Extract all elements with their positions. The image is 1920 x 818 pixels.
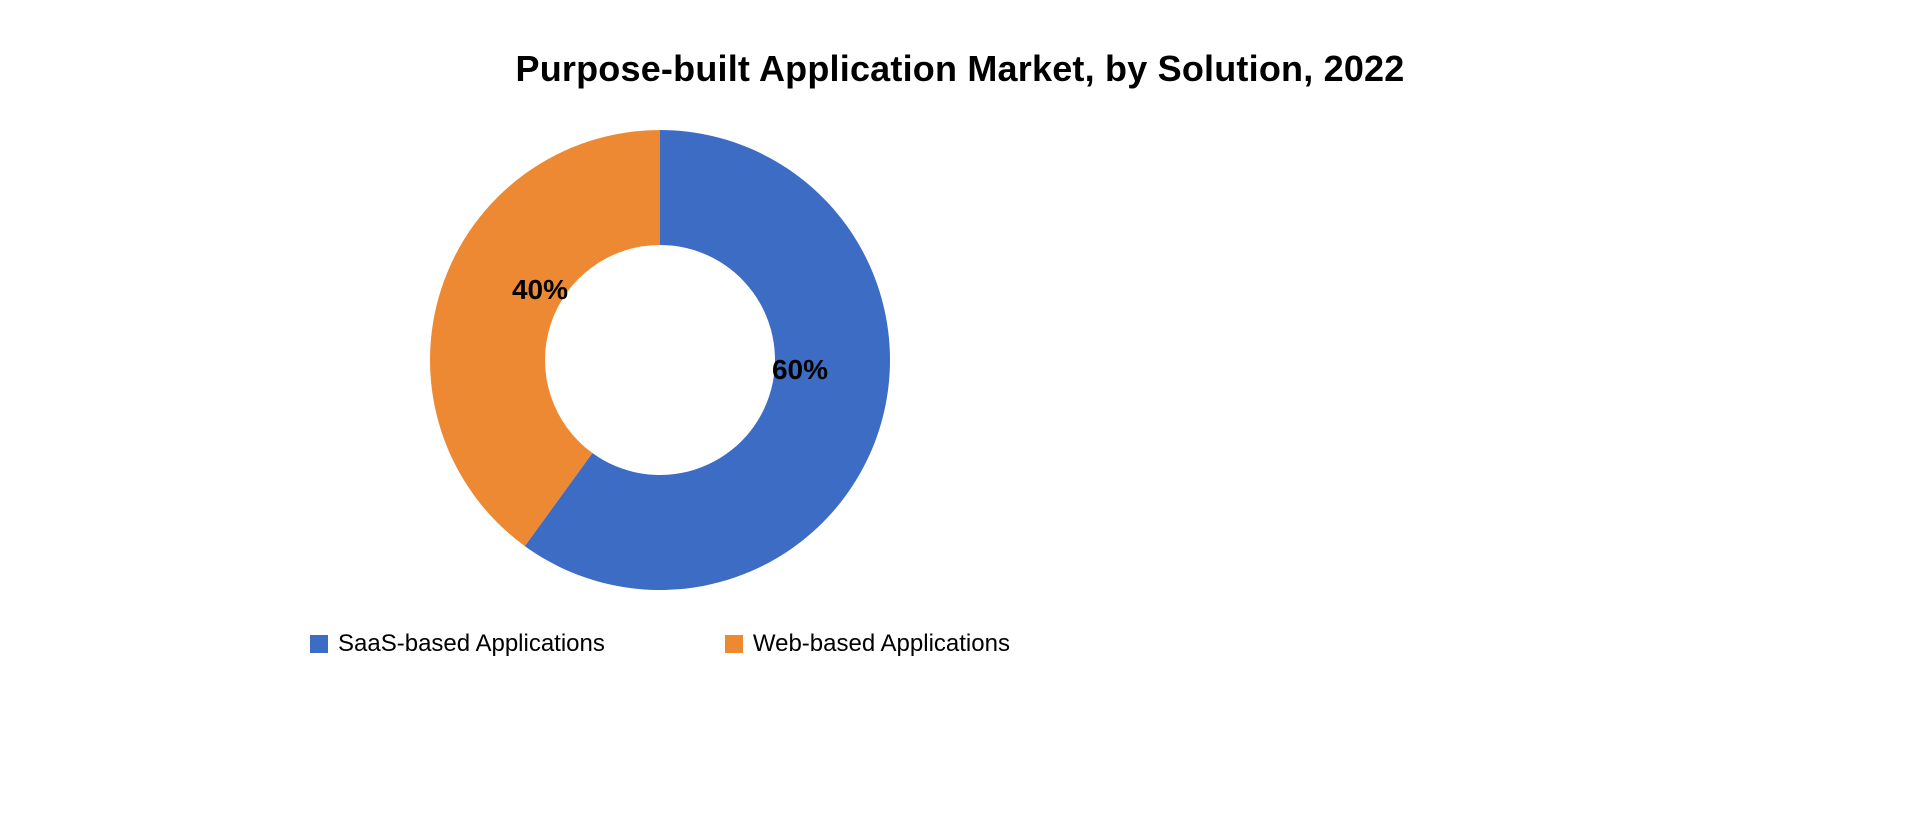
chart-container: Purpose-built Application Market, by Sol… [0, 0, 1920, 818]
legend-swatch-0 [310, 635, 328, 653]
slice-label-1: 40% [512, 274, 568, 306]
legend-label-0: SaaS-based Applications [338, 630, 605, 658]
donut-chart: 60% 40% [430, 130, 890, 590]
chart-legend: SaaS-based Applications Web-based Applica… [310, 630, 1010, 658]
legend-label-1: Web-based Applications [753, 630, 1010, 658]
slice-label-0: 60% [772, 354, 828, 386]
legend-item-0: SaaS-based Applications [310, 630, 605, 658]
legend-item-1: Web-based Applications [725, 630, 1010, 658]
legend-swatch-1 [725, 635, 743, 653]
chart-title: Purpose-built Application Market, by Sol… [516, 48, 1405, 90]
